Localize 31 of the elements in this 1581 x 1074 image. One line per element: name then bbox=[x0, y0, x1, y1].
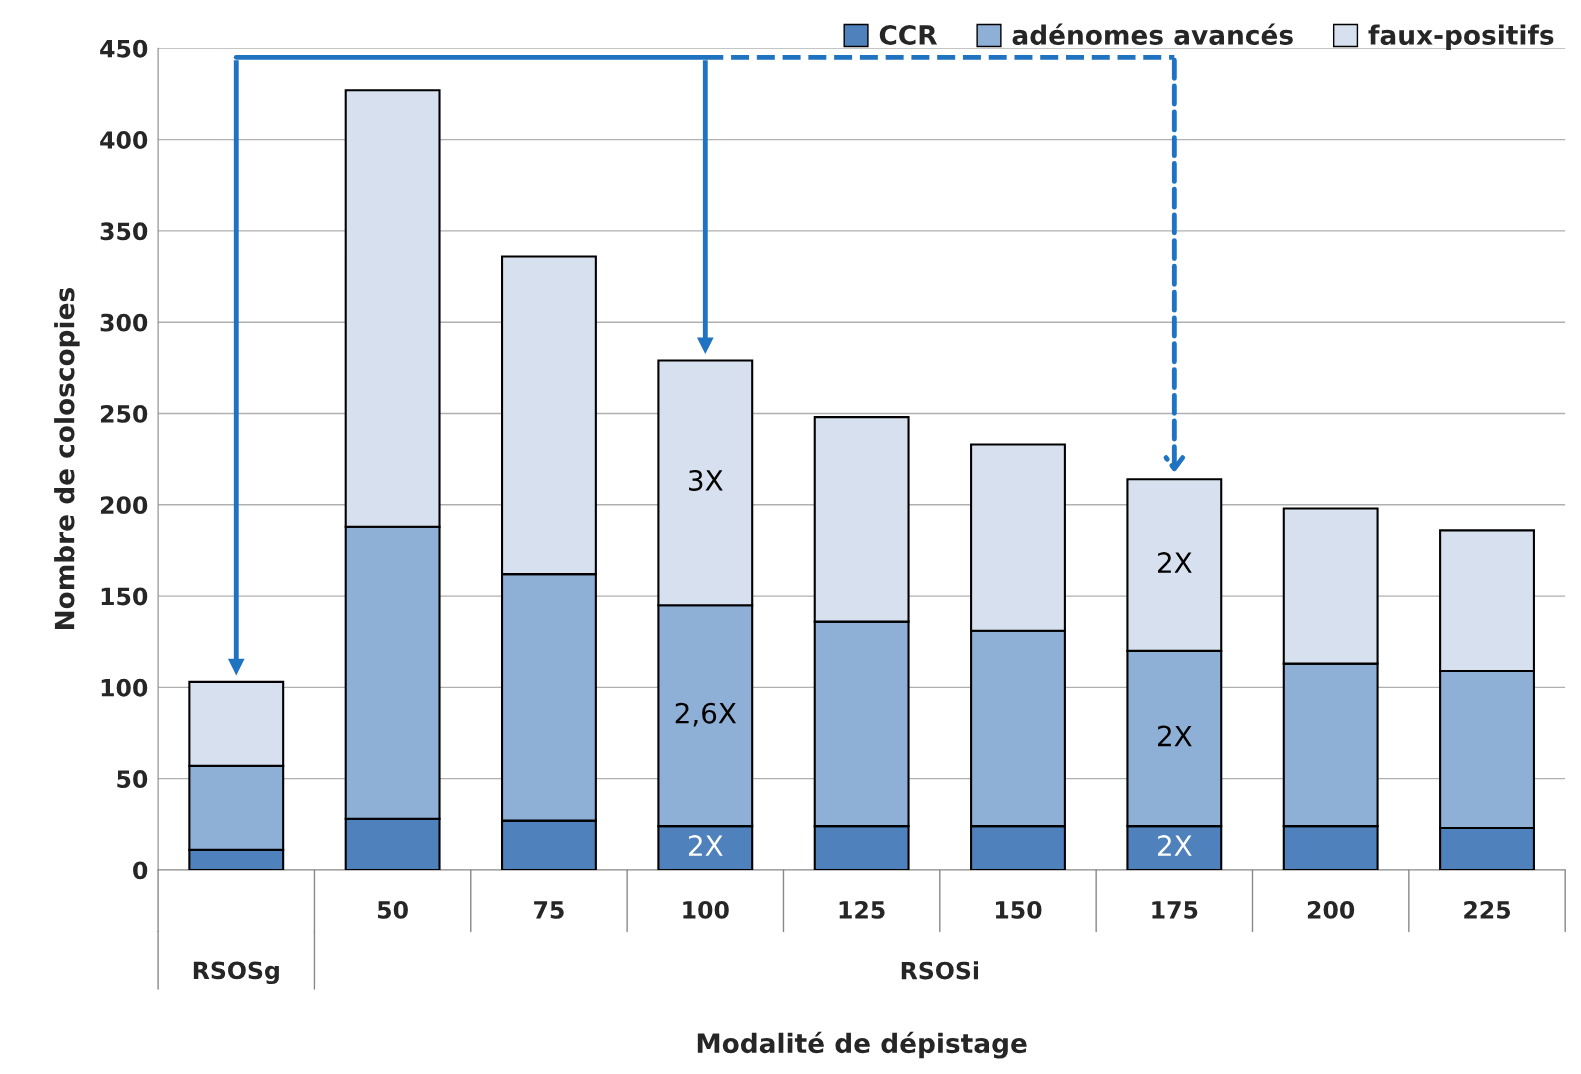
x-tick-label: 75 bbox=[534, 901, 564, 919]
annotation: 2X bbox=[1158, 552, 1192, 573]
y-tick-label: 100 bbox=[101, 678, 148, 697]
text: RSOSi bbox=[901, 961, 979, 980]
y-tick-label: 350 bbox=[100, 222, 148, 241]
x-tick-label: 175 bbox=[1152, 901, 1198, 919]
x-tick-label: 225 bbox=[1464, 900, 1511, 919]
y-tick-label: 250 bbox=[100, 404, 148, 423]
y-tick-label: 400 bbox=[100, 131, 148, 149]
x-tick-label: 100 bbox=[683, 900, 729, 919]
x-tick-label: 150 bbox=[996, 900, 1042, 919]
y-axis-title: Nombre de coloscopies bbox=[54, 288, 80, 630]
x-tick-label: 125 bbox=[839, 900, 885, 919]
y-tick-label: 150 bbox=[101, 587, 148, 606]
y-tick-label: 450 bbox=[100, 39, 148, 58]
annotation: 2X bbox=[1158, 725, 1192, 747]
x-axis-title: Modalité de dépistage bbox=[697, 1031, 1027, 1059]
y-tick-label: 50 bbox=[117, 770, 148, 788]
y-tick-label: 300 bbox=[100, 313, 148, 332]
x-tick-label: 50 bbox=[378, 900, 408, 919]
x-tick-label: 200 bbox=[1307, 900, 1355, 919]
legend-label: CCR bbox=[879, 25, 938, 45]
text: RSOSg bbox=[193, 961, 279, 985]
annotation: 2X bbox=[1158, 835, 1192, 856]
legend-label: adénomes avancés bbox=[1012, 23, 1293, 45]
y-tick-label: 200 bbox=[100, 496, 148, 515]
annotation: 3X bbox=[689, 469, 723, 491]
annotation: 2,6X bbox=[675, 702, 737, 727]
annotation: 2X bbox=[688, 835, 723, 856]
legend-label: faux-positifs bbox=[1368, 24, 1554, 51]
y-tick-label: 0 bbox=[133, 861, 148, 880]
